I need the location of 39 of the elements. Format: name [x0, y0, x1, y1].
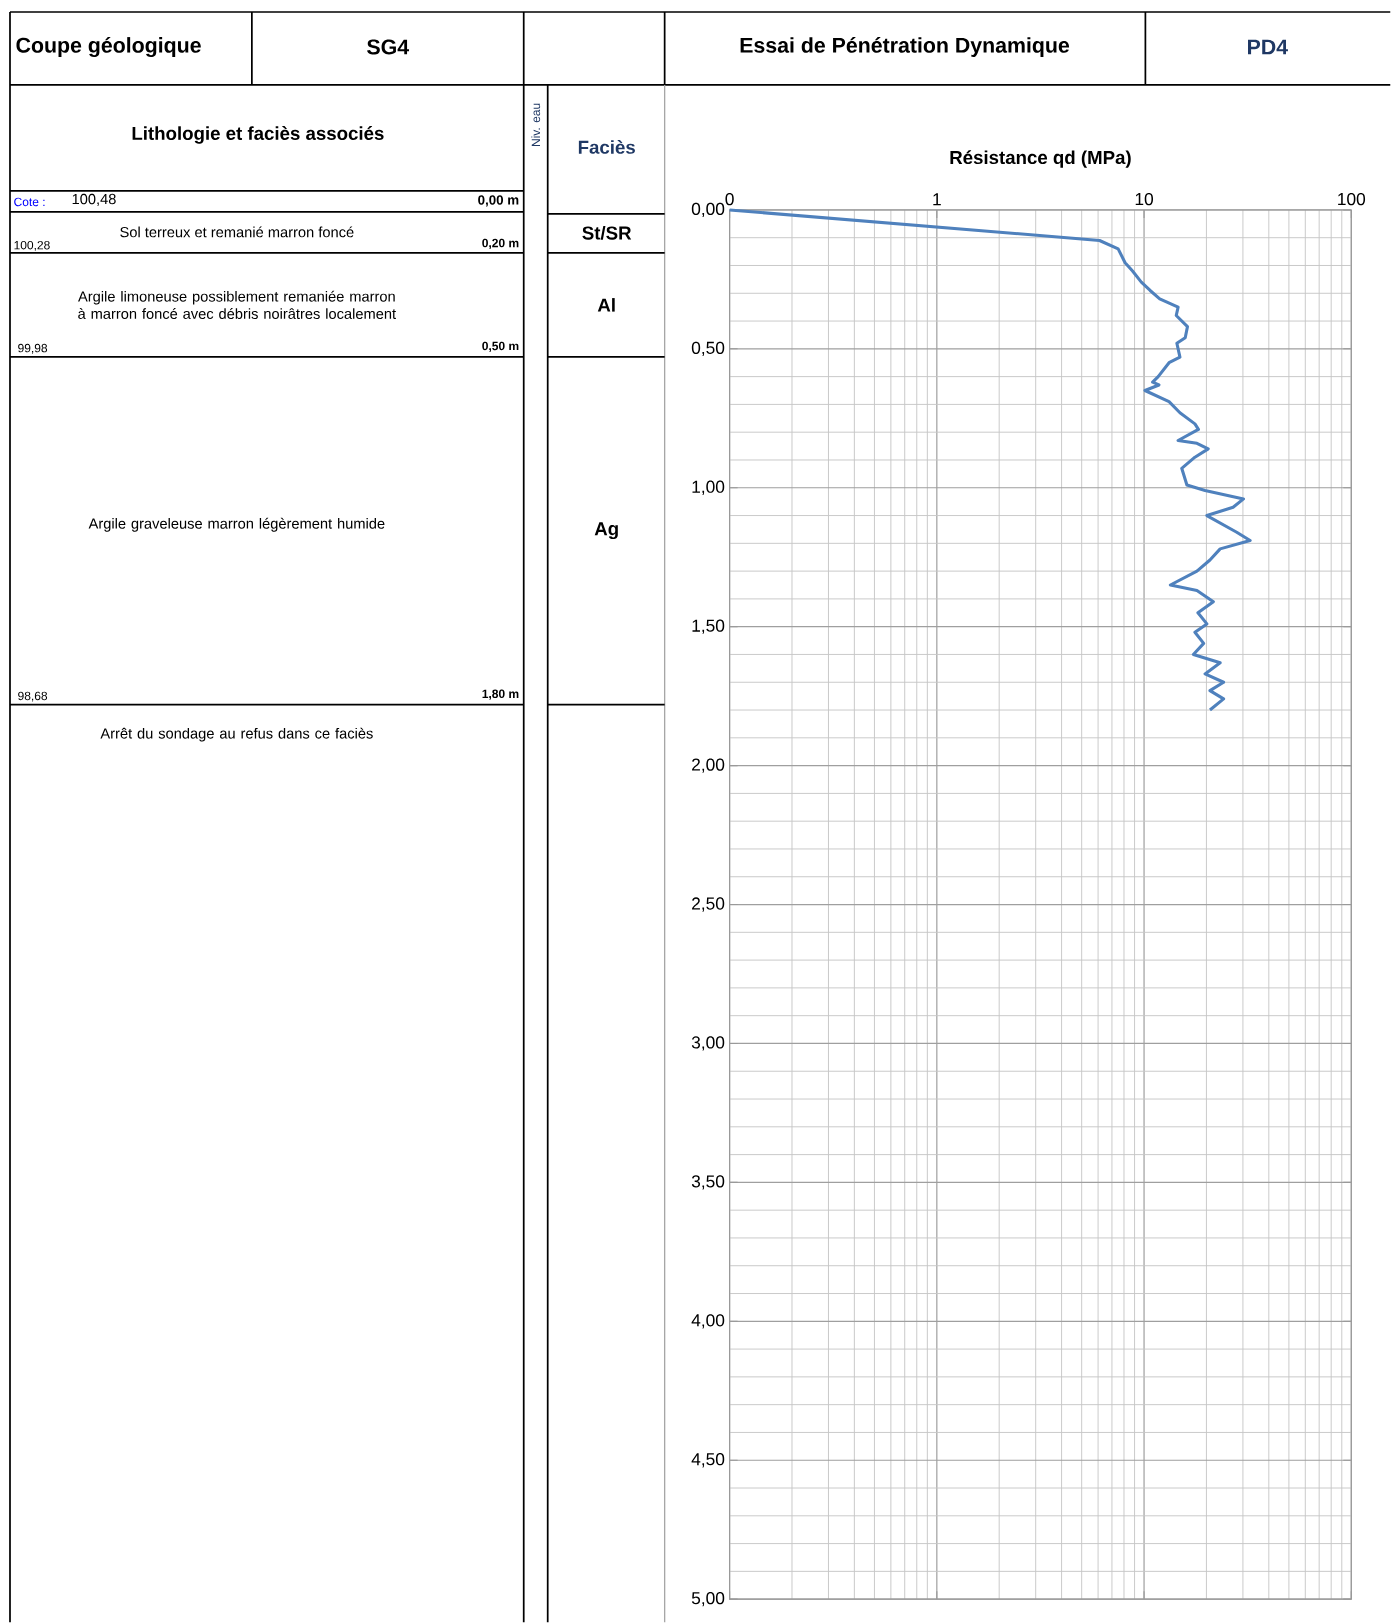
- text: Cote :: [14, 197, 45, 207]
- x-tick-label: 1: [933, 193, 941, 206]
- text: Faciès: [578, 139, 635, 154]
- y-tick-label: 2,50: [692, 897, 725, 912]
- text: Argile graveleuse marron légèrement humide: [88, 517, 385, 532]
- x-axis-title: Résistance qd (MPa): [950, 150, 1131, 168]
- text: Ag: [594, 522, 618, 540]
- text: 100,28: [14, 240, 50, 251]
- text: 1,80 m: [482, 689, 519, 700]
- text: 0,00 m: [478, 195, 519, 207]
- text: 98,68: [18, 691, 48, 702]
- y-tick-label: 4,50: [691, 1453, 725, 1468]
- y-tick-label: 1,50: [692, 619, 725, 634]
- x-tick-label: 10: [1135, 192, 1153, 206]
- chart-subtitle: PD4: [1247, 39, 1288, 55]
- text: Lithologie et faciès associés: [132, 126, 384, 144]
- y-tick-label: 0,50: [691, 341, 725, 356]
- y-tick-label: 2,00: [692, 758, 725, 773]
- text: Argile limoneuse possiblement remaniée marron à marron foncé avec débris noirâtres localement: [77, 290, 396, 319]
- text: 0,50 m: [482, 341, 519, 352]
- text: Coupe géologique: [16, 36, 201, 58]
- x-tick-label: 0: [725, 192, 734, 206]
- y-tick-label: 3,00: [691, 1036, 725, 1051]
- text: Al: [597, 298, 615, 312]
- text: 100,48: [72, 193, 116, 206]
- text: St/SR: [582, 225, 632, 240]
- y-tick-label: 4,00: [691, 1314, 725, 1329]
- text: 0,20 m: [482, 238, 519, 249]
- text: SG4: [367, 39, 409, 55]
- text: Sol terreux et remanié marron foncé: [120, 226, 354, 238]
- y-tick-label: 0,00: [691, 202, 725, 218]
- y-tick-label: 3,50: [691, 1175, 725, 1190]
- text: Niv. eau: [531, 103, 541, 147]
- chart-title: Essai de Pénétration Dynamique: [740, 36, 1070, 58]
- y-tick-label: 1,00: [692, 480, 725, 495]
- x-tick-label: 100: [1338, 192, 1366, 206]
- text: Arrêt du sondage au refus dans ce faciès: [100, 727, 373, 742]
- text: 99,98: [18, 343, 48, 354]
- y-tick-label: 5,00: [691, 1591, 725, 1607]
